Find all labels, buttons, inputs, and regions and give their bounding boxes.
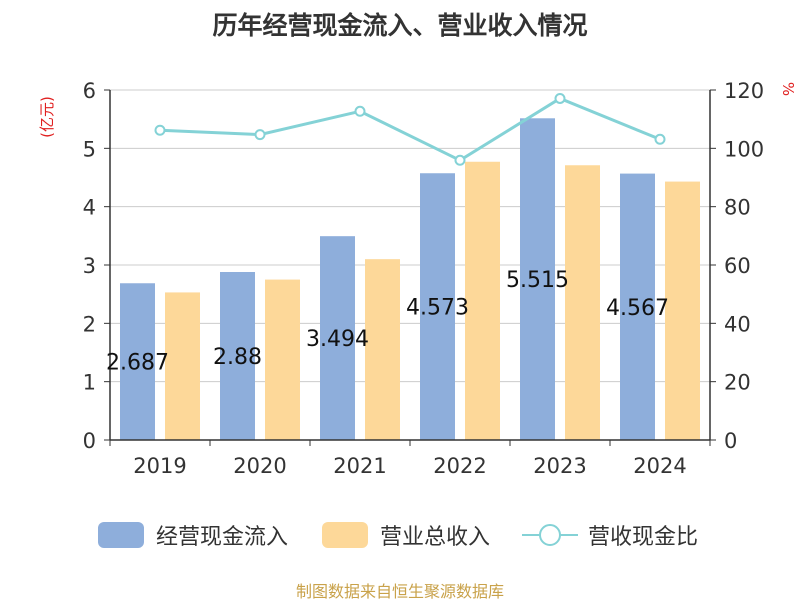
bar-revenue bbox=[665, 181, 700, 441]
bar-revenue bbox=[265, 279, 300, 440]
ratio-line bbox=[154, 92, 666, 166]
bar-revenue bbox=[465, 161, 500, 440]
bar-cash-inflow bbox=[120, 283, 155, 440]
ratio-point bbox=[454, 154, 466, 166]
left-tick-label: 3 bbox=[83, 254, 96, 278]
x-tick-label: 2021 bbox=[333, 454, 386, 478]
bar-revenue bbox=[365, 259, 400, 440]
ratio-point bbox=[154, 124, 166, 136]
right-tick-label: 80 bbox=[724, 196, 751, 220]
data-labels: 2.687 2.88 3.494 4.573 5.515 4.567 bbox=[106, 268, 669, 375]
data-label-cash-inflow: 2.687 bbox=[106, 351, 169, 376]
x-tick-label: 2024 bbox=[633, 454, 686, 478]
left-tick-label: 1 bbox=[83, 371, 96, 395]
legend-item-revenue[interactable]: 营业总收入 bbox=[322, 515, 490, 555]
bar-cash-inflow bbox=[320, 236, 355, 440]
data-label-cash-inflow: 2.88 bbox=[213, 345, 262, 370]
left-tick-label: 5 bbox=[83, 137, 96, 161]
legend-label-ratio: 营收现金比 bbox=[588, 525, 699, 550]
grid-lines bbox=[110, 89, 710, 383]
bar-cash-inflow bbox=[620, 173, 655, 440]
right-tick-label: 120 bbox=[724, 79, 764, 103]
legend-label-cash-inflow: 经营现金流入 bbox=[156, 525, 289, 550]
source-footer: 制图数据来自恒生聚源数据库 bbox=[295, 582, 504, 601]
data-label-cash-inflow: 4.573 bbox=[406, 296, 469, 321]
legend-label-revenue: 营业总收入 bbox=[380, 525, 491, 550]
right-tick-label: 100 bbox=[724, 137, 764, 161]
left-tick-label: 0 bbox=[83, 429, 96, 453]
bar-cash-inflow bbox=[520, 118, 555, 441]
left-tick-label: 6 bbox=[83, 79, 96, 103]
right-tick-label: 20 bbox=[724, 371, 751, 395]
ratio-point bbox=[654, 133, 666, 145]
ratio-point bbox=[554, 92, 566, 104]
ratio-point bbox=[254, 129, 266, 141]
left-tick-label: 2 bbox=[83, 312, 96, 336]
x-tick-label: 2020 bbox=[233, 454, 286, 478]
bar-cash-inflow bbox=[420, 173, 455, 440]
right-tick-label: 40 bbox=[724, 312, 751, 336]
bars bbox=[120, 118, 700, 441]
legend-item-cash-inflow[interactable]: 经营现金流入 bbox=[98, 515, 288, 555]
legend-item-ratio[interactable]: 营收现金比 bbox=[522, 515, 698, 555]
x-tick-label: 2019 bbox=[133, 454, 186, 478]
legend-swatch-cash-inflow bbox=[98, 522, 144, 548]
ratio-point bbox=[354, 105, 366, 117]
x-tick-label: 2023 bbox=[533, 454, 586, 478]
left-tick-label: 4 bbox=[83, 196, 96, 220]
legend: 经营现金流入 营业总收入 营收现金比 bbox=[0, 515, 800, 555]
x-tick-label: 2022 bbox=[433, 454, 486, 478]
legend-swatch-revenue bbox=[322, 522, 368, 548]
legend-line-ratio-icon bbox=[522, 522, 578, 548]
data-label-cash-inflow: 4.567 bbox=[606, 296, 669, 321]
right-tick-label: 0 bbox=[724, 429, 737, 453]
chart-title: 历年经营现金流入、营业收入情况 bbox=[212, 11, 588, 40]
bar-cash-inflow bbox=[220, 272, 255, 440]
bar-revenue bbox=[165, 292, 200, 440]
right-tick-label: 60 bbox=[724, 254, 751, 278]
data-label-cash-inflow: 5.515 bbox=[506, 268, 569, 293]
ratio-line-path bbox=[159, 96, 661, 163]
data-label-cash-inflow: 3.494 bbox=[306, 327, 369, 352]
bar-revenue bbox=[565, 165, 600, 440]
